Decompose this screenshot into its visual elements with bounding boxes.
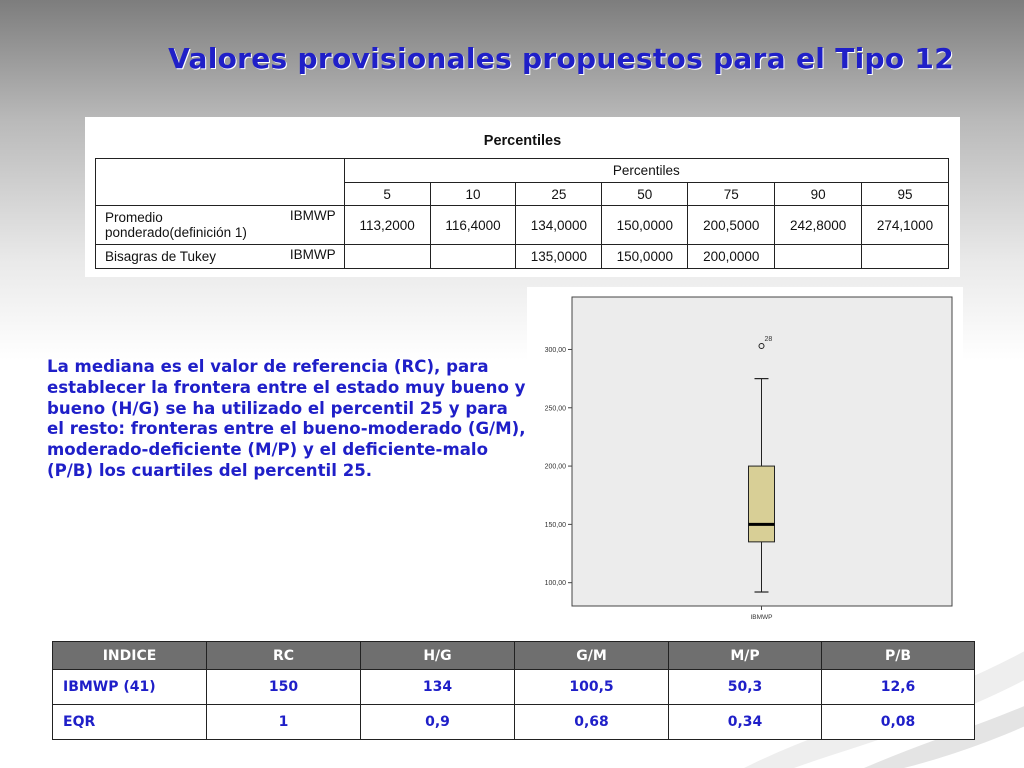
summary-cell: 0,9 — [360, 704, 515, 740]
summary-header-cell: M/P — [668, 641, 822, 670]
percentile-cell: 150,0000 — [601, 244, 689, 269]
percentile-cell — [429, 244, 517, 269]
percentile-row-tukey: Bisagras de Tukey IBMWP 135,0000 150,000… — [95, 244, 949, 269]
summary-cell: 50,3 — [668, 669, 822, 705]
summary-header-cell: RC — [206, 641, 361, 670]
percentile-col-header: 50 — [601, 182, 689, 206]
percentile-cell — [861, 244, 949, 269]
row-label-tukey: Bisagras de Tukey IBMWP — [95, 244, 345, 269]
summary-header-cell: P/B — [821, 641, 975, 670]
description-text: La mediana es el valor de referencia (RC… — [47, 357, 526, 480]
percentile-cell: 134,0000 — [515, 205, 603, 245]
percentile-group-header: Percentiles — [343, 158, 950, 183]
y-tick-label: 200,00 — [545, 464, 567, 471]
y-tick-label: 250,00 — [545, 405, 567, 412]
percentile-col-header: 90 — [774, 182, 863, 206]
summary-cell: 0,68 — [514, 704, 669, 740]
summary-row: EQR 1 0,9 0,68 0,34 0,08 — [52, 704, 975, 740]
outlier-label: 28 — [765, 336, 773, 343]
y-tick-label: 100,00 — [545, 580, 567, 587]
percentile-col-header: 25 — [515, 182, 603, 206]
percentile-cell: 274,1000 — [861, 205, 949, 245]
x-tick-label: IBMWP — [750, 614, 772, 621]
percentile-cell: 150,0000 — [601, 205, 689, 245]
percentile-row-weighted: Promedio ponderado(definición 1) IBMWP 1… — [95, 205, 949, 245]
percentile-group-row: Percentiles — [95, 158, 950, 206]
percentile-cell — [774, 244, 863, 269]
row-label-line1: Bisagras de Tukey — [105, 249, 217, 264]
row-label-weighted: Promedio ponderado(definición 1) IBMWP — [95, 205, 345, 245]
percentile-cell — [343, 244, 431, 269]
row-variable: IBMWP — [289, 247, 336, 262]
percentile-cell: 200,5000 — [687, 205, 776, 245]
y-tick-label: 150,00 — [545, 522, 567, 529]
summary-header-cell: G/M — [514, 641, 669, 670]
boxplot-chart: 100,00 150,00 200,00 250,00 300,00 28 IBMWP — [545, 296, 953, 621]
summary-cell: 12,6 — [821, 669, 975, 705]
y-tick-label: 300,00 — [545, 347, 567, 354]
percentile-col-header: 95 — [861, 182, 949, 206]
row-variable: IBMWP — [289, 208, 336, 223]
percentile-cell: 116,4000 — [429, 205, 517, 245]
percentile-output: Percentiles Percentiles 5 10 25 50 75 90… — [85, 117, 960, 277]
percentile-cell: 200,0000 — [687, 244, 776, 269]
outlier-point — [758, 342, 765, 349]
summary-header-cell: INDICE — [52, 641, 207, 670]
summary-cell: 0,08 — [821, 704, 975, 740]
boxplot-panel: 100,00 150,00 200,00 250,00 300,00 28 IBMWP — [527, 287, 963, 632]
percentile-col-header: 10 — [429, 182, 517, 206]
percentile-cell: 113,2000 — [343, 205, 431, 245]
row-label-line2: ponderado(definición 1) — [105, 225, 247, 240]
percentile-cell: 242,8000 — [774, 205, 863, 245]
percentile-col-header: 75 — [687, 182, 776, 206]
summary-cell: EQR — [52, 704, 207, 740]
percentile-table: Percentiles 5 10 25 50 75 90 95 Promedio… — [95, 158, 950, 269]
summary-row: IBMWP (41) 150 134 100,5 50,3 12,6 — [52, 669, 975, 705]
slide-title: Valores provisionales propuestos para el… — [168, 42, 954, 75]
summary-cell: IBMWP (41) — [52, 669, 207, 705]
percentile-col-header: 5 — [343, 182, 431, 206]
summary-header-row: INDICE RC H/G G/M M/P P/B — [52, 641, 975, 670]
row-label-line1: Promedio — [105, 210, 163, 225]
summary-cell: 150 — [206, 669, 361, 705]
summary-cell: 134 — [360, 669, 515, 705]
header-corner-cell — [95, 158, 345, 206]
summary-header-cell: H/G — [360, 641, 515, 670]
summary-cell: 100,5 — [514, 669, 669, 705]
summary-cell: 1 — [206, 704, 361, 740]
summary-cell: 0,34 — [668, 704, 822, 740]
percentile-cell: 135,0000 — [515, 244, 603, 269]
percentile-table-title: Percentiles — [483, 133, 562, 149]
summary-table: INDICE RC H/G G/M M/P P/B IBMWP (41) 150… — [52, 641, 975, 740]
box-iqr — [748, 465, 775, 543]
